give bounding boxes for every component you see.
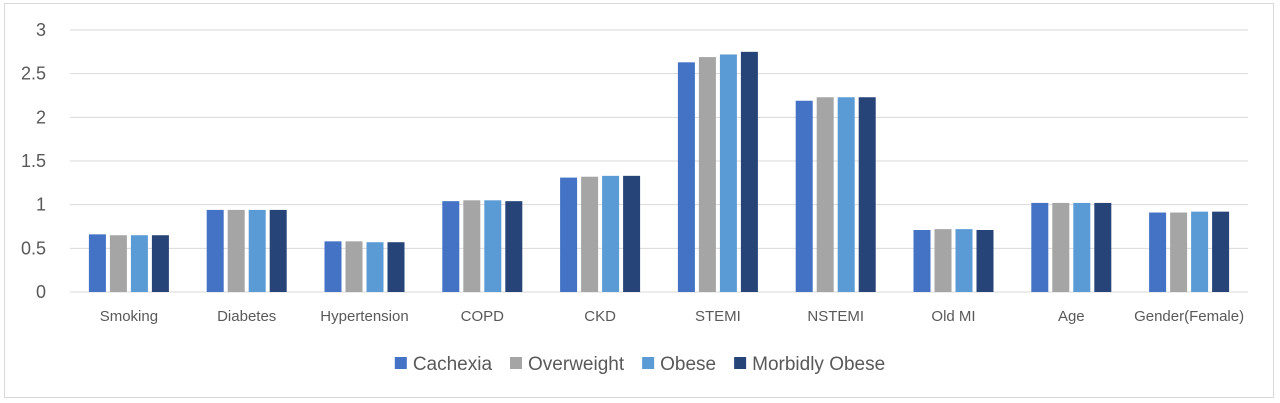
category-label: Diabetes <box>217 308 276 325</box>
legend-swatch <box>394 357 407 369</box>
category-label: CKD <box>584 308 616 325</box>
bar-morbidly-obese <box>1094 202 1112 292</box>
bar-overweight <box>816 97 834 292</box>
bar-morbidly-obese <box>623 175 641 292</box>
bar-morbidly-obese <box>505 201 523 292</box>
bar-obese <box>484 200 502 292</box>
category-label: Age <box>1058 308 1085 325</box>
category-label: COPD <box>461 308 505 325</box>
y-tick-label: 0.5 <box>21 238 46 258</box>
legend-label: Overweight <box>528 354 625 375</box>
bar-cachexia <box>1149 212 1167 292</box>
category-label: Smoking <box>100 308 158 325</box>
bar-obese <box>837 97 855 292</box>
bar-morbidly-obese <box>858 97 876 292</box>
bar-cachexia <box>206 209 224 292</box>
bar-overweight <box>227 209 245 292</box>
legend-swatch <box>734 357 747 369</box>
bar-cachexia <box>324 241 342 292</box>
bar-obese <box>130 235 148 292</box>
category-labels: Smoking Diabetes Hypertension COPD CKD STEMI N… <box>100 308 1244 325</box>
legend-swatch <box>642 357 655 369</box>
category-label: STEMI <box>695 308 741 325</box>
bar-morbidly-obese <box>740 51 758 293</box>
category-label: Old MI <box>931 308 975 325</box>
category-label: Gender(Female) <box>1134 308 1244 325</box>
bar-cachexia <box>1031 202 1049 292</box>
bar-overweight <box>463 200 481 292</box>
y-tick-label: 3 <box>36 20 46 40</box>
legend-label: Obese <box>660 354 716 375</box>
legend-label: Cachexia <box>413 354 493 375</box>
bar-cachexia <box>442 201 460 292</box>
y-tick-label: 2.5 <box>21 64 46 84</box>
bar-morbidly-obese <box>387 242 405 292</box>
bar-cachexia <box>88 234 106 292</box>
legend: Cachexia Overweight Obese Morbidly Obese <box>394 354 885 375</box>
bar-obese <box>248 209 266 292</box>
bar-cachexia <box>560 177 578 292</box>
category-label: NSTEMI <box>807 308 864 325</box>
bar-obese <box>1073 202 1091 292</box>
bar-morbidly-obese <box>269 209 287 292</box>
bar-overweight <box>934 229 952 292</box>
y-tick-label: 2 <box>36 107 46 127</box>
bar-overweight <box>581 176 599 292</box>
y-axis-tick-labels: 0 0.5 1 1.5 2 2.5 3 <box>21 20 46 302</box>
gridlines <box>70 29 1248 293</box>
bar-obese <box>719 54 737 292</box>
bar-overweight <box>345 241 363 292</box>
bar-overweight <box>109 235 127 292</box>
bar-morbidly-obese <box>976 229 994 292</box>
bar-obese <box>602 175 620 292</box>
bar-morbidly-obese <box>151 235 169 292</box>
y-tick-label: 0 <box>36 282 46 302</box>
bars <box>88 51 1230 293</box>
bar-overweight <box>1170 212 1188 292</box>
bar-overweight <box>1052 202 1070 292</box>
bar-obese <box>366 242 384 292</box>
legend-label: Morbidly Obese <box>752 354 885 375</box>
y-tick-label: 1 <box>36 195 46 215</box>
bar-cachexia <box>795 100 813 293</box>
bar-overweight <box>698 57 716 292</box>
bar-cachexia <box>677 62 695 293</box>
bar-obese <box>1191 211 1209 292</box>
bar-morbidly-obese <box>1212 211 1230 292</box>
y-tick-label: 1.5 <box>21 151 46 171</box>
category-label: Hypertension <box>320 308 408 325</box>
legend-swatch <box>510 357 523 369</box>
bar-cachexia <box>913 229 931 292</box>
bar-obese <box>955 229 973 292</box>
